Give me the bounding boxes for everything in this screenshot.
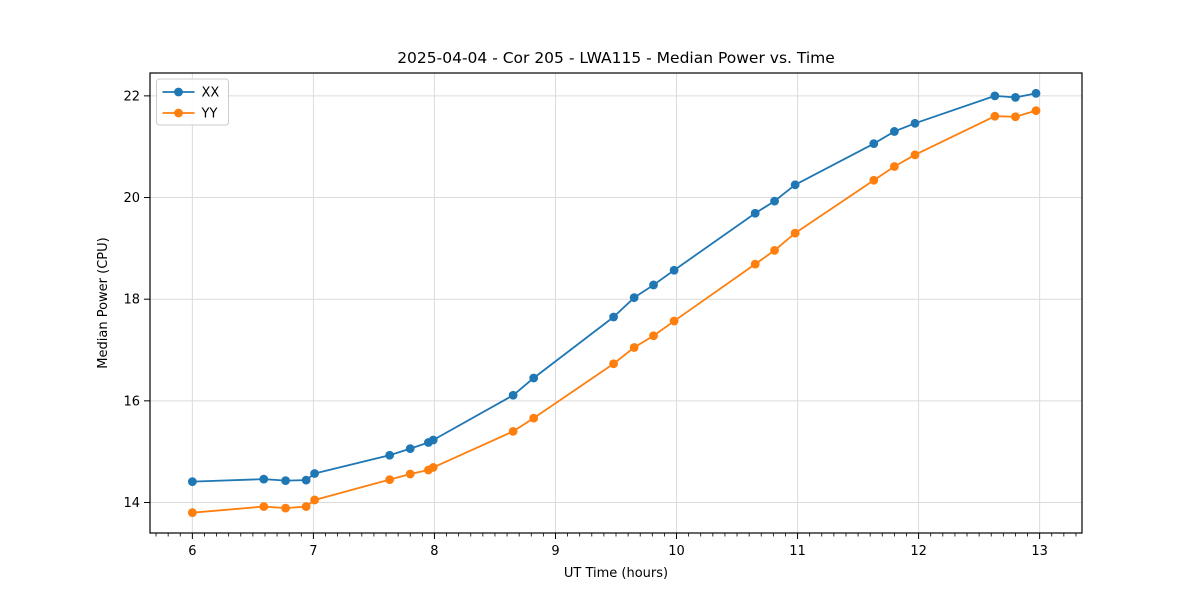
series-yy-point [609, 359, 618, 369]
x-tick-label: 12 [910, 544, 927, 559]
legend: XX YY [156, 78, 229, 126]
y-tick-label: 18 [123, 293, 140, 308]
series-yy-point [301, 502, 311, 511]
legend-label-xx: XX [202, 86, 220, 101]
grid-layer [150, 73, 1082, 533]
legend-label-yy: YY [201, 107, 218, 122]
y-tick-label: 14 [123, 496, 140, 511]
series-xx-point [990, 91, 1000, 101]
spine-layer [149, 72, 1083, 534]
series-xx-line [192, 92, 1037, 483]
series-yy-point [669, 316, 679, 326]
series-xx-point [750, 208, 760, 218]
tick-layer: 6 7 8 9 10 11 12 13 14 16 18 20 22 [123, 89, 1077, 559]
series-yy-point [385, 475, 395, 485]
series-yy-point [281, 503, 290, 513]
series-yy-point [910, 150, 920, 160]
plot-border [149, 72, 1083, 534]
x-tick-label: 10 [668, 544, 685, 559]
series-xx-point [1011, 92, 1020, 102]
series-yy-point [889, 162, 899, 171]
y-axis-label: Median Power (CPU) [96, 237, 111, 368]
series-yy-point [508, 426, 518, 436]
x-tick-label: 8 [430, 544, 438, 559]
x-axis-label: UT Time (hours) [564, 566, 668, 581]
x-tick-label: 13 [1031, 544, 1048, 559]
series-yy-point [1031, 106, 1041, 116]
series-xx-point [508, 390, 518, 400]
x-tick-label: 11 [789, 544, 806, 559]
series-yy-point [428, 463, 438, 472]
series-yy-point [990, 111, 1000, 121]
series-xx-point [259, 474, 269, 484]
series-xx-point [649, 280, 658, 290]
y-tick-label: 16 [123, 394, 140, 409]
series-xx-point [281, 476, 290, 486]
series-yy-point [649, 331, 658, 341]
series-xx-point [770, 196, 779, 206]
series-xx-point [790, 180, 800, 190]
series-yy-point [750, 259, 760, 269]
series-yy-point [529, 413, 539, 423]
x-tick-label: 6 [188, 544, 196, 559]
series-yy-point [405, 469, 415, 479]
series-yy-line [192, 109, 1037, 514]
series-xx-point [869, 139, 879, 149]
y-tick-label: 20 [123, 191, 140, 206]
series-xx-point [301, 475, 311, 485]
series-yy-point [869, 175, 879, 185]
x-tick-label: 7 [309, 544, 317, 559]
series-layer [187, 88, 1041, 518]
series-xx-point [310, 469, 320, 478]
series-xx-point [889, 127, 899, 136]
series-xx-point [529, 373, 539, 383]
series-yy-point [770, 245, 779, 255]
y-tick-label: 22 [123, 89, 140, 104]
series-yy-point [310, 495, 320, 505]
series-yy-point [187, 508, 197, 518]
x-tick-label: 9 [551, 544, 559, 559]
series-yy-point [1011, 112, 1020, 122]
series-xx-point [187, 477, 197, 487]
series-xx-point [428, 435, 438, 445]
series-xx-point [609, 312, 618, 322]
series-xx-point [669, 265, 679, 275]
series-xx-point [1031, 88, 1041, 98]
legend-marker [174, 108, 183, 118]
legend-marker [174, 87, 183, 97]
series-xx-point [385, 450, 395, 460]
series-yy-point [790, 228, 800, 238]
series-yy-point [629, 343, 639, 352]
series-xx-point [629, 293, 639, 303]
chart-title: 2025-04-04 - Cor 205 - LWA115 - Median P… [397, 49, 835, 67]
series-xx-point [910, 118, 920, 128]
series-yy-point [259, 502, 269, 511]
series-xx-point [405, 444, 415, 454]
